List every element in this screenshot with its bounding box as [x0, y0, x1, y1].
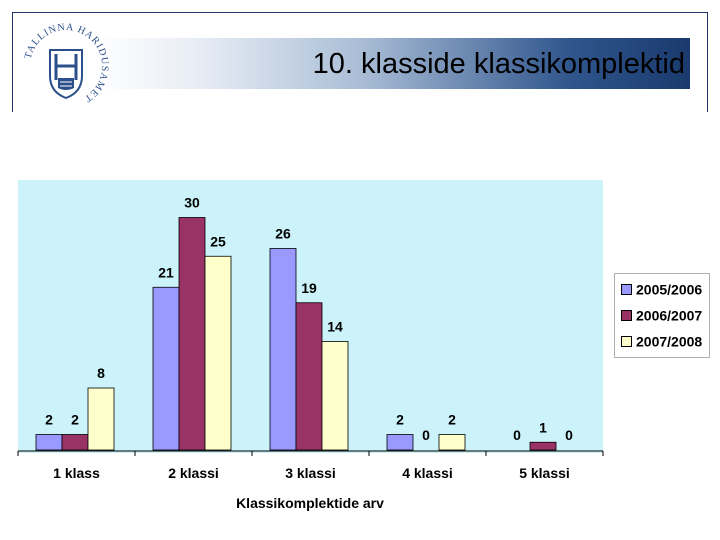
bar — [204, 255, 232, 451]
data-label: 21 — [158, 264, 174, 280]
header-band — [95, 38, 690, 89]
data-label: 0 — [422, 427, 430, 443]
data-label: 30 — [184, 195, 200, 211]
bar — [295, 302, 323, 451]
x-tick-label: 2 klassi — [168, 465, 219, 481]
page-title: 10. klasside klassikomplektid — [312, 48, 685, 80]
x-tick-label: 4 klassi — [402, 465, 453, 481]
data-label: 2 — [396, 412, 404, 428]
header-frame-left — [12, 12, 13, 112]
bar — [87, 387, 115, 451]
data-label: 2 — [71, 412, 79, 428]
bar — [386, 434, 414, 451]
data-label: 19 — [301, 280, 317, 296]
bar — [269, 248, 297, 451]
bar — [152, 286, 180, 451]
data-label: 0 — [565, 427, 573, 443]
data-label: 2 — [45, 412, 53, 428]
data-label: 1 — [539, 419, 547, 435]
x-axis-title: Klassikomplektide arv — [236, 495, 384, 511]
legend-item-series-2: 2006/2007 — [621, 306, 702, 326]
bar — [61, 434, 89, 451]
data-label: 25 — [210, 233, 226, 249]
header-frame-top — [12, 12, 708, 13]
legend-item-series-3: 2007/2008 — [621, 332, 702, 352]
bar — [178, 217, 206, 451]
tallinn-haridusamet-logo: TALLINNA HARIDUSAMET — [21, 21, 111, 111]
bar — [438, 434, 466, 451]
legend-swatch-series-2 — [621, 309, 632, 321]
tallinn-coat-of-arms-icon — [49, 49, 83, 100]
bar — [321, 341, 349, 451]
data-label: 8 — [97, 365, 105, 381]
data-label: 2 — [448, 412, 456, 428]
legend: 2005/2006 2006/2007 2007/2008 — [614, 273, 710, 358]
data-label: 26 — [275, 226, 291, 242]
legend-item-series-1: 2005/2006 — [621, 280, 702, 300]
data-label: 14 — [327, 319, 343, 335]
legend-swatch-series-1 — [621, 283, 632, 295]
data-label: 0 — [513, 427, 521, 443]
legend-swatch-series-3 — [621, 335, 632, 347]
x-tick-label: 3 klassi — [285, 465, 336, 481]
header-frame-right — [707, 12, 708, 112]
bar — [529, 441, 557, 451]
bar — [35, 434, 63, 451]
x-tick-label: 5 klassi — [519, 465, 570, 481]
x-tick-label: 1 klass — [53, 465, 100, 481]
